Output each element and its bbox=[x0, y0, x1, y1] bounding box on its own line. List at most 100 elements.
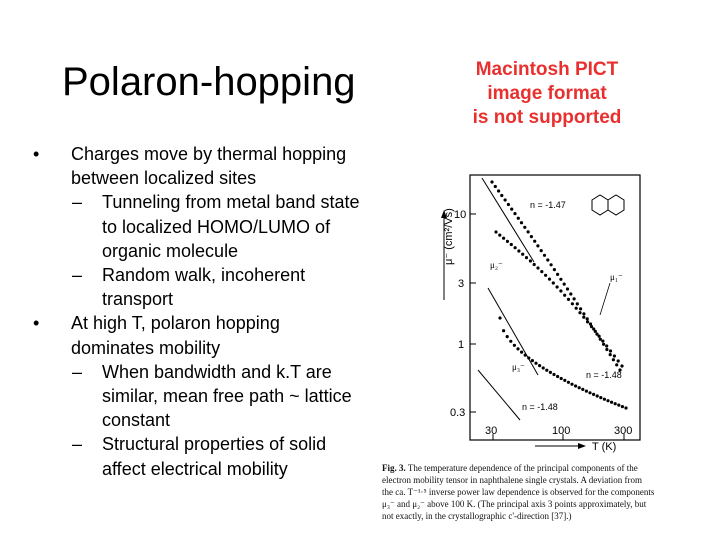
data-point bbox=[532, 262, 536, 267]
bullet-line: dominates mobility bbox=[71, 337, 221, 358]
data-point bbox=[602, 397, 606, 401]
data-point bbox=[516, 216, 520, 220]
data-point bbox=[533, 239, 537, 243]
data-point bbox=[521, 252, 525, 256]
caption-line: the ca. T⁻¹·⁵ inverse power law dependen… bbox=[382, 487, 655, 497]
sub-bullet-item: – Random walk, incoherent transport bbox=[30, 263, 420, 311]
pict-message-line: Macintosh PICT bbox=[475, 59, 619, 80]
series-label-mu3: μ₃⁻ bbox=[512, 362, 525, 372]
data-point bbox=[509, 339, 513, 343]
data-point bbox=[608, 353, 612, 357]
data-point bbox=[570, 382, 574, 386]
guide-line bbox=[477, 369, 521, 421]
data-point bbox=[552, 372, 556, 377]
data-point bbox=[566, 380, 570, 384]
data-point bbox=[524, 256, 529, 260]
data-point bbox=[502, 236, 506, 240]
data-point bbox=[578, 311, 582, 315]
data-point bbox=[585, 317, 589, 321]
x-tick-label: 300 bbox=[614, 425, 632, 437]
data-point bbox=[577, 386, 581, 390]
bullet-line: Charges move by thermal hopping bbox=[71, 144, 347, 164]
data-point bbox=[490, 180, 494, 184]
data-point bbox=[556, 272, 560, 276]
data-point bbox=[510, 207, 514, 211]
data-point bbox=[612, 354, 616, 358]
data-point bbox=[575, 302, 579, 306]
pict-message-line: is not supported bbox=[472, 107, 622, 128]
data-point bbox=[498, 233, 502, 237]
data-point bbox=[536, 266, 540, 270]
data-point bbox=[624, 406, 628, 410]
bullet-line: constant bbox=[102, 410, 171, 431]
data-point bbox=[601, 339, 605, 343]
slide-title: Polaron-hopping bbox=[62, 60, 356, 104]
data-point bbox=[540, 270, 544, 274]
bullet-line: When bandwidth and k.T are bbox=[102, 361, 332, 382]
data-point bbox=[541, 366, 545, 370]
slope-annotation: n = -1.48 bbox=[522, 402, 558, 412]
data-point bbox=[572, 297, 576, 301]
data-point bbox=[528, 259, 532, 263]
caption-line: not exactly, in the crystallographic c'-… bbox=[382, 511, 572, 521]
bullet-line: transport bbox=[102, 289, 174, 310]
data-point bbox=[530, 359, 534, 363]
bullet-item: • At high T, polaron hopping dominates m… bbox=[30, 311, 420, 359]
bullet-list: • Charges move by thermal hopping betwee… bbox=[30, 142, 420, 481]
data-point bbox=[581, 387, 585, 391]
data-point bbox=[494, 230, 498, 234]
x-tick-label: 30 bbox=[485, 425, 497, 437]
data-point bbox=[549, 263, 553, 267]
data-point bbox=[592, 392, 596, 396]
caption-label: Fig. 3. bbox=[382, 463, 406, 473]
data-point bbox=[527, 356, 531, 360]
data-point bbox=[493, 184, 497, 189]
data-point bbox=[513, 246, 517, 250]
data-point bbox=[563, 378, 567, 382]
label-leader bbox=[599, 282, 611, 316]
data-point bbox=[595, 394, 599, 398]
data-point bbox=[606, 399, 610, 403]
bullet-line: similar, mean free path ~ lattice bbox=[102, 386, 352, 407]
dash-marker: – bbox=[72, 192, 83, 213]
data-point bbox=[605, 344, 609, 348]
x-axis-label: T (K) bbox=[592, 441, 616, 453]
data-point bbox=[552, 268, 556, 272]
data-point bbox=[526, 230, 530, 234]
dash-marker: – bbox=[72, 434, 83, 455]
data-point bbox=[544, 273, 548, 277]
data-point bbox=[520, 350, 524, 354]
bullet-line: Random walk, incoherent bbox=[102, 265, 306, 286]
slope-annotation: n = -1.47 bbox=[530, 200, 566, 210]
data-point bbox=[505, 239, 510, 243]
guide-line bbox=[481, 177, 535, 263]
data-point bbox=[566, 297, 571, 301]
bullet-line: to localized HOMO/LUMO of bbox=[102, 216, 331, 237]
x-tick-label: 100 bbox=[552, 425, 570, 437]
y-tick-label: 3 bbox=[458, 278, 464, 290]
data-point bbox=[556, 374, 560, 379]
data-point bbox=[616, 359, 620, 363]
data-point bbox=[502, 329, 506, 333]
pict-unsupported-message: Macintosh PICT image format is not suppo… bbox=[462, 58, 632, 130]
data-point bbox=[563, 293, 567, 297]
data-point bbox=[588, 322, 593, 326]
data-point bbox=[579, 307, 583, 311]
data-point bbox=[588, 391, 592, 395]
x-axis-arrowhead bbox=[578, 443, 586, 449]
data-point bbox=[584, 389, 588, 393]
data-point bbox=[546, 258, 550, 262]
data-point bbox=[617, 403, 621, 407]
data-point bbox=[602, 342, 606, 346]
sub-bullet-item: – When bandwidth and k.T are similar, me… bbox=[30, 360, 420, 433]
slope-annotation: n = -1.48 bbox=[586, 370, 622, 380]
bullet-line: Structural properties of solid bbox=[102, 434, 327, 455]
data-point bbox=[539, 249, 543, 253]
data-point bbox=[513, 212, 517, 216]
y-tick-label: 1 bbox=[458, 339, 464, 351]
data-point bbox=[498, 316, 502, 320]
bullet-line: At high T, polaron hopping bbox=[71, 313, 280, 334]
data-point bbox=[559, 277, 563, 281]
data-point bbox=[574, 306, 578, 310]
data-point bbox=[519, 221, 524, 225]
